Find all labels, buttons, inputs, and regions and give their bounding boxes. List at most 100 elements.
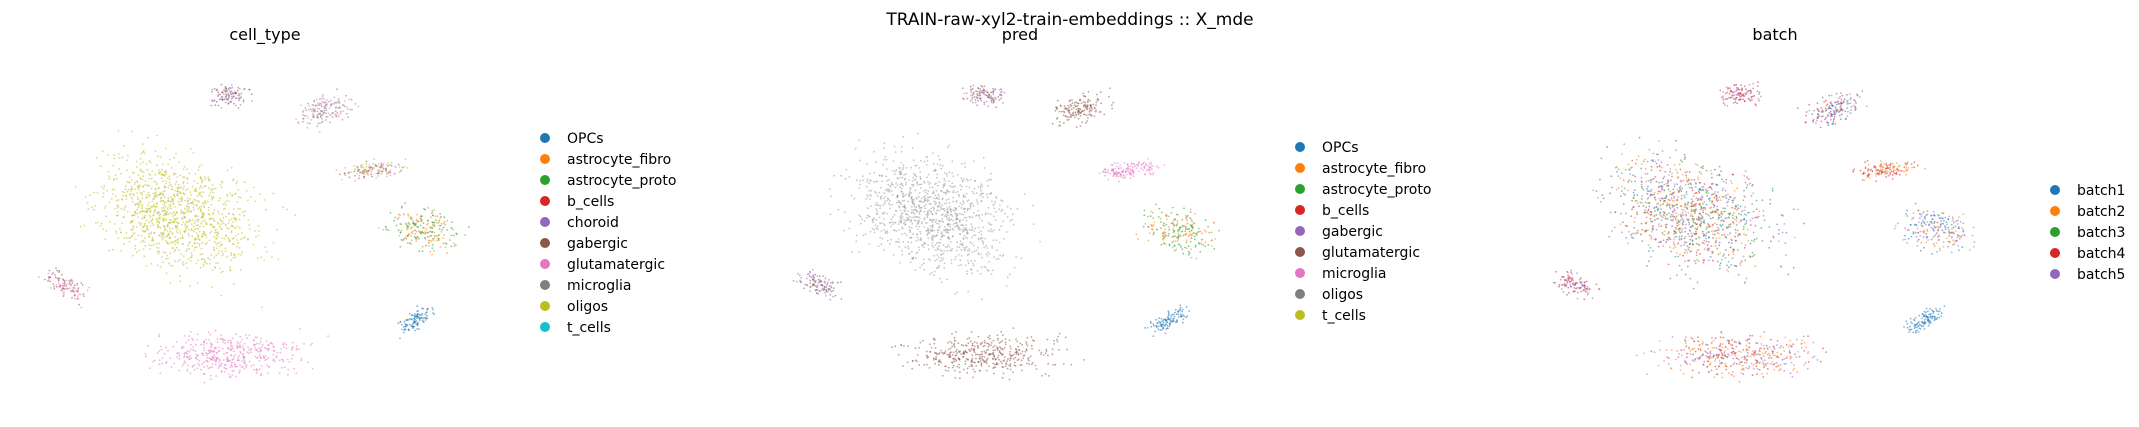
scatter-point [263, 259, 265, 262]
scatter-point [161, 168, 164, 171]
scatter-point [902, 365, 904, 367]
scatter-point [417, 229, 420, 232]
scatter-point [1008, 359, 1011, 362]
scatter-point [942, 257, 945, 260]
scatter-point [1126, 163, 1129, 166]
scatter-point [973, 341, 976, 343]
scatter-point [929, 210, 932, 213]
scatter-point [959, 184, 962, 187]
scatter-point [101, 186, 103, 189]
scatter-point [1165, 319, 1167, 322]
scatter-point [973, 187, 976, 190]
scatter-point [188, 335, 190, 337]
scatter-point [236, 345, 239, 347]
scatter-point [224, 339, 227, 342]
scatter-point [410, 314, 413, 317]
scatter-point [962, 213, 965, 216]
scatter-point [278, 359, 281, 362]
scatter-point [933, 274, 935, 276]
scatter-point [1082, 113, 1085, 116]
scatter-point [1004, 212, 1006, 215]
scatter-point [259, 353, 261, 356]
scatter-point [389, 174, 392, 177]
scatter-point [920, 159, 922, 162]
scatter-point [168, 178, 171, 180]
scatter-point [149, 210, 152, 212]
scatter-point [239, 208, 241, 210]
scatter-point [181, 347, 184, 350]
scatter-point [304, 107, 307, 109]
scatter-point [868, 189, 871, 192]
scatter-point [237, 346, 240, 348]
scatter-point [934, 235, 937, 238]
scatter-point [404, 323, 407, 325]
scatter-point [1108, 95, 1110, 98]
scatter-point [948, 201, 951, 204]
scatter-point [949, 354, 951, 357]
scatter-point [175, 152, 178, 155]
scatter-point [1159, 329, 1162, 331]
scatter-point [999, 346, 1001, 348]
scatter-point [431, 214, 434, 217]
scatter-point [143, 224, 146, 226]
scatter-point [1005, 285, 1008, 287]
scatter-point [387, 161, 389, 164]
scatter-point [198, 165, 201, 168]
scatter-point [973, 160, 975, 163]
scatter-point [1667, 188, 1670, 191]
scatter-point [171, 198, 174, 200]
scatter-point [970, 91, 973, 94]
scatter-point [167, 207, 169, 209]
scatter-point [144, 214, 147, 217]
scatter-point [902, 164, 905, 167]
scatter-point [144, 237, 146, 239]
scatter-point [985, 349, 988, 352]
scatter-point [220, 365, 223, 368]
scatter-point [896, 184, 899, 187]
legend-marker [540, 259, 550, 269]
scatter-point [1012, 358, 1015, 360]
scatter-point [190, 228, 193, 230]
scatter-point [174, 248, 177, 251]
scatter-point [238, 93, 241, 95]
scatter-point [915, 240, 918, 242]
scatter-point [316, 107, 319, 109]
scatter-point [178, 197, 181, 200]
scatter-point [209, 192, 212, 194]
scatter-point [272, 359, 275, 362]
scatter-point [969, 85, 972, 88]
scatter-point [377, 227, 380, 229]
scatter-point [910, 192, 913, 194]
scatter-point [52, 283, 55, 286]
scatter-point [123, 237, 126, 239]
scatter-point [966, 272, 969, 275]
scatter-point [1137, 238, 1139, 241]
scatter-point [50, 287, 53, 289]
scatter-point [435, 219, 437, 222]
scatter-point [222, 339, 225, 341]
scatter-point [1069, 103, 1072, 106]
scatter-point [163, 352, 166, 355]
scatter-point [211, 343, 213, 346]
cluster-big [1592, 136, 1806, 290]
cluster-mid [335, 158, 409, 182]
scatter-point [1183, 315, 1186, 318]
scatter-point [978, 369, 981, 372]
scatter-point [192, 151, 195, 154]
scatter-point [397, 213, 400, 216]
scatter-point [1680, 244, 1682, 247]
scatter-point [1075, 108, 1078, 111]
scatter-point [866, 180, 868, 183]
scatter-point [1162, 237, 1164, 240]
scatter-point [419, 224, 422, 227]
scatter-point [243, 367, 246, 370]
scatter-point [1021, 343, 1023, 346]
scatter-point [321, 100, 323, 103]
scatter-point [1639, 201, 1642, 204]
scatter-point [830, 281, 832, 284]
scatter-point [323, 111, 325, 114]
scatter-point [908, 215, 911, 218]
scatter-point [184, 193, 187, 196]
scatter-point [168, 184, 171, 187]
